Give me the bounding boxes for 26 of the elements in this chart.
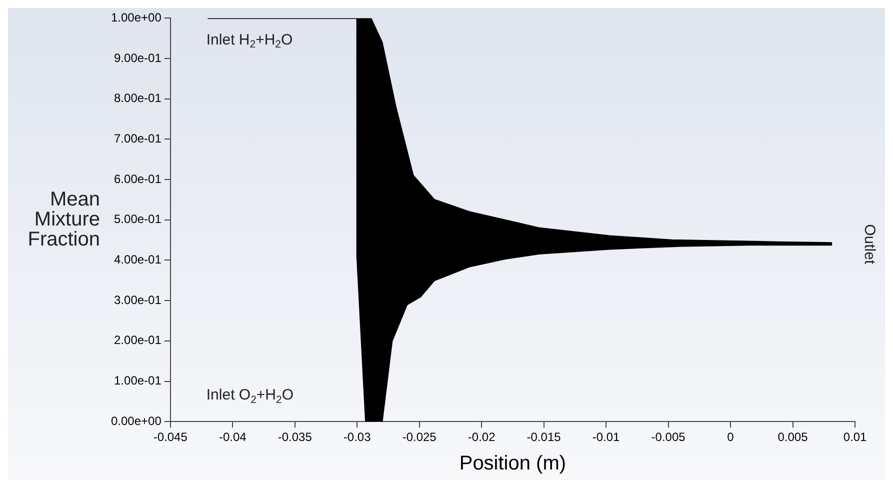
- y-tick-label: 8.00e-01: [114, 91, 162, 106]
- x-tick-label: 0.005: [778, 430, 808, 444]
- x-tick-label: -0.01: [592, 430, 620, 444]
- y-tick-label: 0.00e+00: [110, 414, 162, 428]
- y-axis-title: Mean Mixture Fraction: [28, 188, 100, 250]
- y-tick-label: 4.00e-01: [114, 252, 162, 267]
- x-tick-label: 0: [727, 430, 734, 444]
- y-tick-label: 1.00e+00: [110, 10, 162, 25]
- x-tick-label: -0.015: [526, 430, 562, 444]
- x-tick-label: -0.02: [468, 430, 496, 444]
- x-tick-label: -0.025: [402, 430, 437, 444]
- x-tick-label: -0.03: [343, 430, 372, 444]
- y-tick-label: 9.00e-01: [114, 50, 162, 65]
- x-tick-label: 0.01: [843, 430, 867, 444]
- y-tick-label: 5.00e-01: [114, 212, 162, 226]
- x-tick-label: -0.035: [278, 430, 312, 444]
- y-tick-label: 3.00e-01: [114, 292, 162, 307]
- text: Outlet: [860, 224, 878, 265]
- x-tick-label: -0.045: [153, 430, 188, 444]
- y-tick-label: 2.00e-01: [114, 333, 162, 348]
- x-axis-title: Position (m): [459, 452, 566, 475]
- y-tick-label: 6.00e-01: [114, 172, 162, 186]
- y-tick-label: 7.00e-01: [114, 132, 162, 146]
- y-tick-label: 1.00e-01: [114, 374, 162, 388]
- x-tick-label: -0.005: [651, 430, 686, 444]
- x-tick-label: -0.04: [218, 430, 247, 444]
